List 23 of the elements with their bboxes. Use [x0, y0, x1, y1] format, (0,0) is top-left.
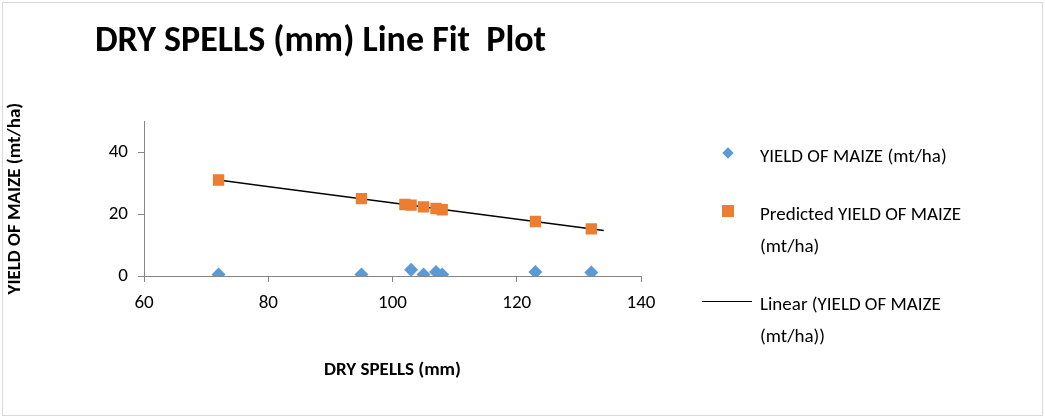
- point: [405, 199, 417, 211]
- x-axis-title: DRY SPELLS (mm): [324, 357, 461, 381]
- point: [436, 204, 448, 216]
- x-tick-label: 80: [258, 290, 279, 314]
- x-tick-label: 100: [378, 290, 408, 314]
- x-tick-label: 140: [626, 290, 656, 314]
- y-axis-title: YIELD OF MAIZE (mt/ha): [2, 102, 26, 296]
- chart-title: DRY SPELLS (mm) Line Fit Plot: [94, 16, 547, 61]
- point: [417, 201, 430, 213]
- legend-label: Linear (YIELD OF MAIZE (mt/ha)): [760, 291, 942, 349]
- y-tick-label: 40: [108, 138, 129, 162]
- point: [404, 262, 419, 276]
- legend-label: YIELD OF MAIZE (mt/ha): [760, 143, 948, 169]
- point: [528, 264, 543, 276]
- point: [355, 192, 368, 205]
- y-tick-label: 20: [108, 200, 129, 224]
- x-tick-label: 120: [502, 290, 532, 314]
- legend-label: Predicted YIELD OF MAIZE (mt/ha): [760, 201, 962, 259]
- point: [212, 174, 225, 186]
- x-tick-label: 60: [134, 290, 154, 314]
- y-tick-label: 0: [118, 262, 129, 286]
- point: [585, 223, 597, 235]
- point: [529, 215, 542, 228]
